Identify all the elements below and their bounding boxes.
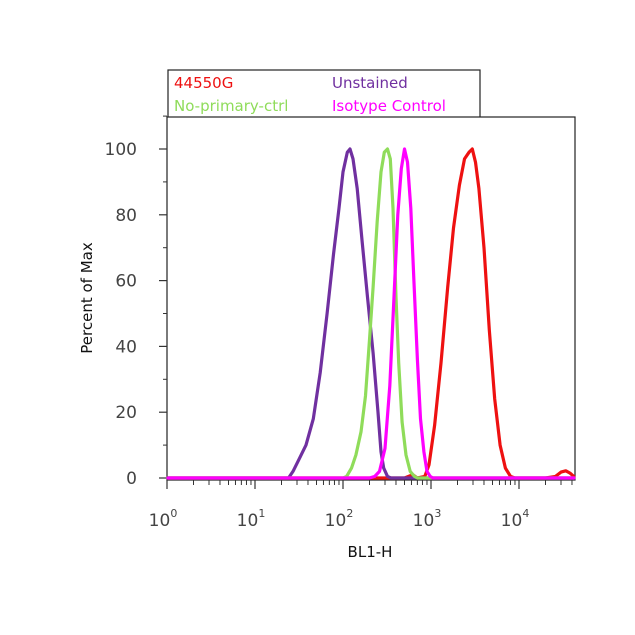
x-tick-label: 104 [501,507,530,531]
legend-entry-44550g: 44550G [174,74,233,92]
y-tick-label: 20 [115,403,137,423]
series-line-unstained [166,147,576,480]
legend-box [167,69,481,119]
y-axis-title: Percent of Max [78,242,96,354]
x-axis-title: BL1-H [348,543,393,561]
legend-entry-isotype-control: Isotype Control [332,97,446,115]
series-layer [166,147,576,480]
x-tick-label: 101 [237,507,266,531]
axis-ticks [159,115,573,489]
y-tick-label: 100 [105,140,137,160]
x-tick-label: 103 [413,507,442,531]
y-tick-label: 0 [126,469,137,489]
legend-entry-no-primary-ctrl: No-primary-ctrl [174,97,288,115]
series-line-isotype-control [166,147,576,480]
tick-labels: 0 20 40 60 80 100 100 101 102 103 104 [105,140,530,531]
y-tick-label: 80 [115,206,137,226]
x-tick-label: 100 [149,507,178,531]
series-line-no-primary-ctrl [166,147,576,480]
y-tick-label: 40 [115,337,137,357]
y-tick-label: 60 [115,272,137,292]
legend: 44550G Unstained No-primary-ctrl Isotype… [167,69,481,119]
legend-entry-unstained: Unstained [332,74,408,92]
x-tick-label: 102 [325,507,354,531]
